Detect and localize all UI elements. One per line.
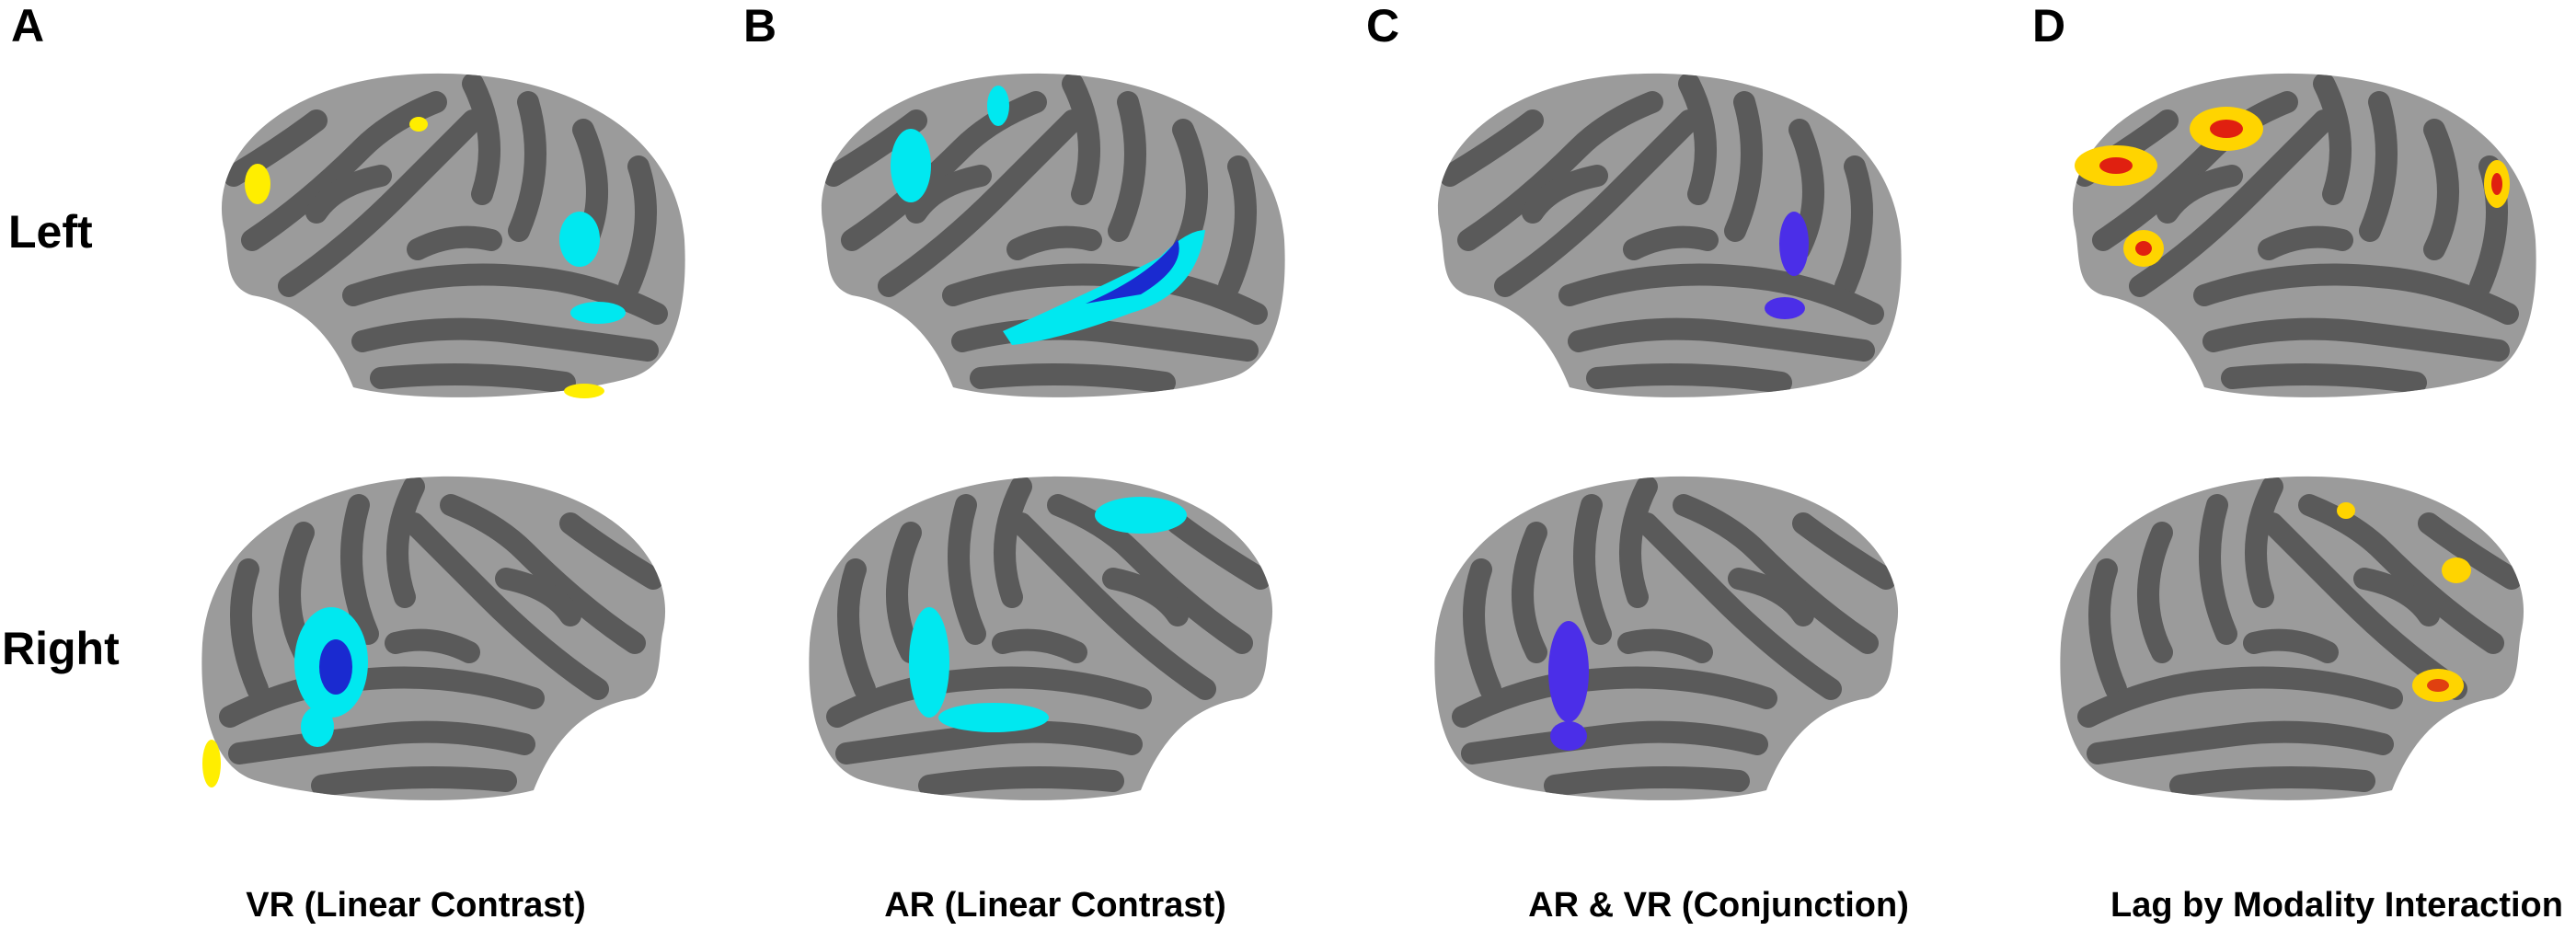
panel-letter: A [11,0,44,52]
panel-caption: AR & VR (Conjunction) [1528,886,1909,925]
panel-caption: Lag by Modality Interaction [2110,886,2563,925]
brain-surface [1434,477,1898,800]
panel-caption: AR (Linear Contrast) [884,886,1226,925]
activations [202,86,2510,787]
brain-surface [201,477,665,800]
row-label: Left [8,206,93,258]
brain-surface [222,74,685,397]
panel-letter: B [743,0,776,52]
panel-letter: C [1366,0,1399,52]
panel-caption: VR (Linear Contrast) [246,886,585,925]
brain-surface [822,74,1285,397]
brain-surface [809,477,1272,800]
brains [201,74,2536,800]
brain-surface [1438,74,1902,397]
panel-letter: D [2032,0,2065,52]
brain-surface [2060,477,2524,800]
row-label: Right [2,623,120,674]
